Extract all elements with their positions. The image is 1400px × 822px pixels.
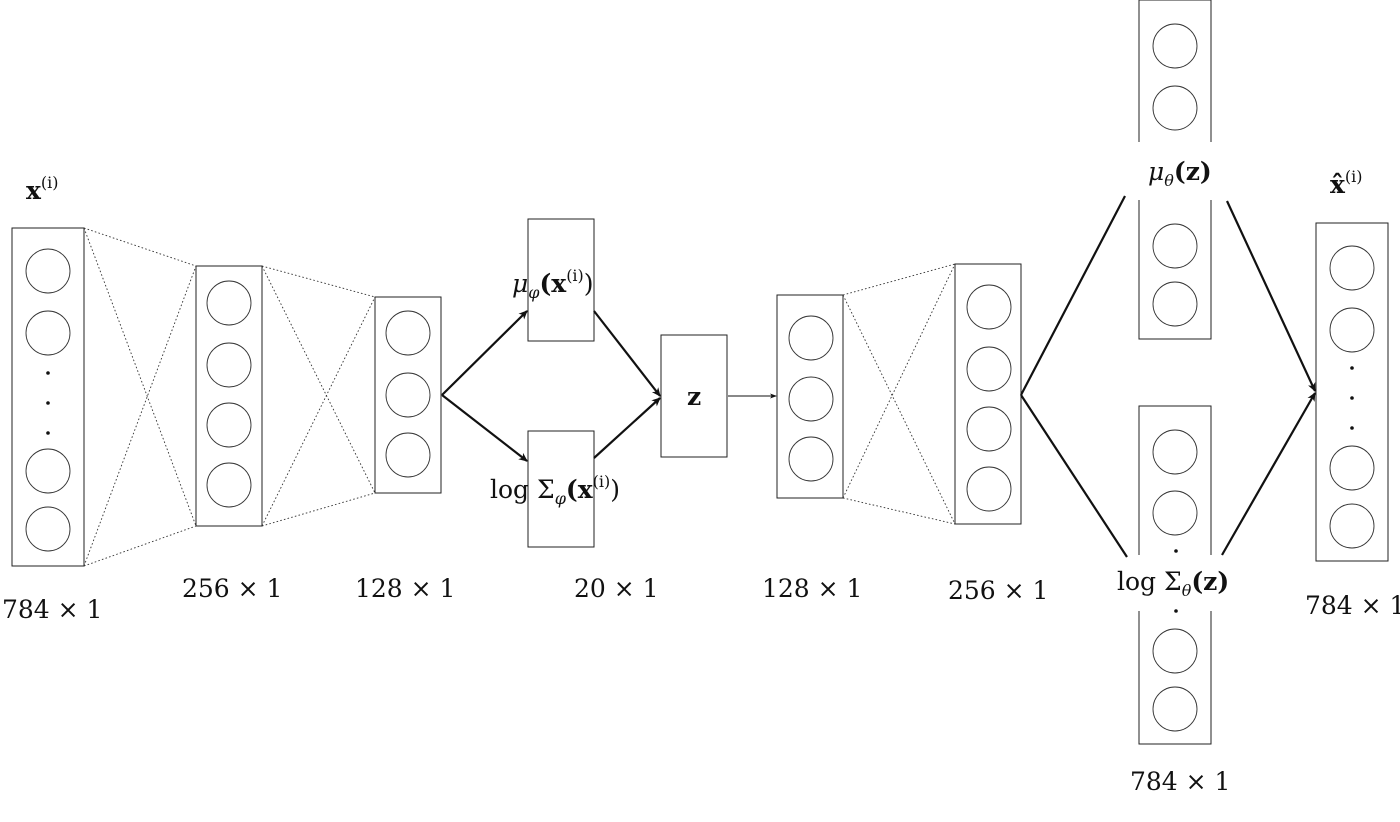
neuron <box>1152 490 1198 536</box>
neuron <box>25 448 71 494</box>
neuron <box>25 310 71 356</box>
latent-z-box <box>660 334 728 458</box>
neuron <box>1152 686 1198 732</box>
neuron <box>206 462 252 508</box>
encoder-connections <box>83 227 376 567</box>
neuron <box>1152 281 1198 327</box>
neuron <box>788 376 834 422</box>
arrow-mu-to-z <box>593 310 661 397</box>
logsigma-phi-label: log Σφ(x(i)) <box>490 472 620 508</box>
logsigma-theta-label: log Σθ(z) <box>1117 567 1229 600</box>
neuron <box>1152 223 1198 269</box>
neuron <box>385 432 431 478</box>
arrow-logsigma-to-z <box>593 397 661 459</box>
mu-phi-label: μφ(x(i)) <box>512 266 594 302</box>
decoder-mu-box <box>1134 0 1216 340</box>
neuron <box>1329 307 1375 353</box>
neuron <box>966 284 1012 330</box>
decoder-layer-128 <box>776 294 844 499</box>
decoder-logsigma-box <box>1112 405 1238 745</box>
neuron <box>385 372 431 418</box>
input-label: x(i) <box>26 173 59 205</box>
neuron <box>206 342 252 388</box>
decoder-connections <box>842 263 956 525</box>
neuron <box>1152 628 1198 674</box>
neuron <box>1329 245 1375 291</box>
size-label-dec2: 256 × 1 <box>948 576 1048 605</box>
input-layer <box>11 227 85 567</box>
arrow-to-mu-phi <box>441 310 528 396</box>
arrow-to-logsigma-phi <box>441 394 528 462</box>
arrow-mu-theta-to-output <box>1226 200 1316 392</box>
neuron <box>1152 23 1198 69</box>
neuron <box>1329 503 1375 549</box>
neuron <box>788 315 834 361</box>
size-label-dec-sigma: 784 × 1 <box>1130 767 1230 796</box>
neuron <box>25 248 71 294</box>
size-label-enc1: 256 × 1 <box>182 574 282 603</box>
output-label: x̂(i) <box>1330 167 1363 199</box>
size-label-latent: 20 × 1 <box>574 574 659 603</box>
encoder-logsigma-box <box>527 430 595 548</box>
z-label: z <box>687 382 701 411</box>
decoder-layer-256 <box>954 263 1022 525</box>
neuron <box>25 506 71 552</box>
encoder-layer-128 <box>374 296 442 494</box>
size-label-enc2: 128 × 1 <box>355 574 455 603</box>
neuron <box>1152 85 1198 131</box>
neuron <box>206 280 252 326</box>
flow-arrows <box>441 195 1316 558</box>
neuron <box>966 406 1012 452</box>
neuron <box>966 466 1012 512</box>
neuron <box>1152 429 1198 475</box>
size-label-input: 784 × 1 <box>2 595 102 624</box>
neuron <box>1329 445 1375 491</box>
neuron <box>788 436 834 482</box>
size-label-output: 784 × 1 <box>1305 591 1400 620</box>
line-to-logsigma-theta <box>1020 394 1128 558</box>
size-label-dec1: 128 × 1 <box>762 574 862 603</box>
encoder-mu-box <box>527 218 595 342</box>
encoder-layer-256 <box>195 265 263 527</box>
neuron <box>206 402 252 448</box>
line-to-mu-theta <box>1020 195 1126 396</box>
output-layer <box>1315 222 1389 562</box>
neuron <box>385 310 431 356</box>
arrow-logsigma-theta-to-output <box>1221 392 1316 556</box>
neuron <box>966 346 1012 392</box>
mu-theta-label: μθ(z) <box>1148 157 1212 190</box>
